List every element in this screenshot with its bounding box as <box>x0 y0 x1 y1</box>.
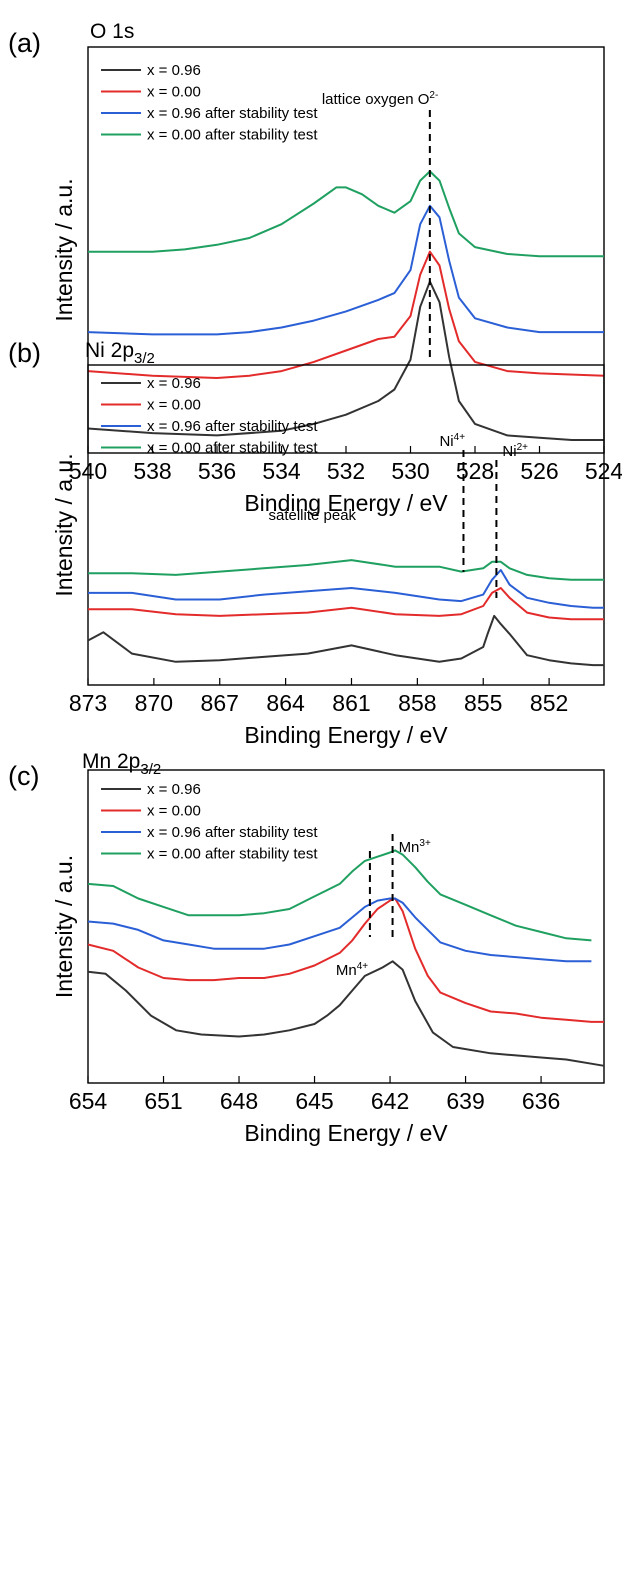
panel-c: 654 651 648 645 642 639 636 Binding Energy / eV… <box>8 750 605 1146</box>
annotation-label: satellite peak <box>269 507 357 524</box>
series-line-0 <box>87 960 605 1067</box>
legend-entry: x = 0.96 after stability test <box>147 418 318 435</box>
legend-entry: x = 0.00 <box>147 803 201 820</box>
panel-label: (c) <box>8 761 39 791</box>
series-line-3 <box>88 559 604 581</box>
series-line-3 <box>88 170 604 258</box>
series-line-2 <box>87 897 592 963</box>
x-tick-label: 534 <box>262 458 301 484</box>
x-tick-label: 861 <box>332 690 370 716</box>
x-tick-label: 864 <box>266 690 305 716</box>
series-line-2 <box>88 569 604 609</box>
y-axis-title: Intensity / a.u. <box>51 855 77 998</box>
series-line-0 <box>87 280 604 441</box>
x-tick-label: 536 <box>198 458 236 484</box>
legend-entry: x = 0.96 <box>147 375 201 392</box>
legend-entry: x = 0.00 <box>147 397 201 414</box>
y-axis-title: Intensity / a.u. <box>51 453 77 596</box>
element-label: Mn 2p3/2 <box>82 750 161 778</box>
series-line-1 <box>88 587 604 621</box>
x-tick-label: 636 <box>522 1088 560 1114</box>
element-label: Ni 2p3/2 <box>85 339 155 367</box>
annotation-label: Ni2+ <box>502 442 528 460</box>
panel-label: (b) <box>8 338 41 368</box>
x-tick-label: 855 <box>464 690 502 716</box>
x-tick-label: 532 <box>327 458 365 484</box>
legend-entry: x = 0.00 after stability test <box>147 440 318 457</box>
legend-entry: x = 0.00 after stability test <box>147 127 318 144</box>
panel-label: (a) <box>8 28 41 58</box>
x-axis-title: Binding Energy / eV <box>244 1120 448 1146</box>
annotation-label: Mn4+ <box>336 961 368 979</box>
x-tick-label: 852 <box>530 690 568 716</box>
annotation-label: Mn3+ <box>399 838 431 856</box>
x-tick-label: 538 <box>133 458 171 484</box>
x-tick-label: 530 <box>391 458 429 484</box>
x-tick-label: 639 <box>446 1088 484 1114</box>
x-tick-label: 651 <box>144 1088 182 1114</box>
legend-entry: x = 0.96 after stability test <box>147 824 318 841</box>
series-line-0 <box>87 614 604 667</box>
series-line-1 <box>87 250 605 379</box>
legend-entry: x = 0.96 <box>147 62 201 79</box>
series-line-3 <box>87 849 592 942</box>
annotation-label: lattice oxygen O2- <box>322 90 438 108</box>
plot-frame <box>87 364 605 686</box>
x-tick-label: 528 <box>456 458 494 484</box>
x-axis-title: Binding Energy / eV <box>244 490 448 516</box>
x-axis-title: Binding Energy / eV <box>244 722 448 748</box>
y-axis-title: Intensity / a.u. <box>51 178 77 321</box>
legend-entry: x = 0.00 after stability test <box>147 846 318 863</box>
x-tick-label: 654 <box>69 1088 108 1114</box>
x-tick-label: 642 <box>371 1088 409 1114</box>
legend-entry: x = 0.96 after stability test <box>147 105 318 122</box>
legend-entry: x = 0.96 <box>147 781 201 798</box>
series-line-2 <box>87 204 604 336</box>
legend-entry: x = 0.00 <box>147 84 201 101</box>
annotation-label: Ni4+ <box>439 432 465 450</box>
series-line-1 <box>87 897 604 1023</box>
x-tick-label: 873 <box>69 690 107 716</box>
plot-frame <box>87 769 605 1084</box>
x-tick-label: 526 <box>520 458 558 484</box>
element-label: O 1s <box>90 20 134 43</box>
x-tick-label: 867 <box>201 690 239 716</box>
x-tick-label: 858 <box>398 690 436 716</box>
x-tick-label: 648 <box>220 1088 258 1114</box>
x-tick-label: 870 <box>135 690 173 716</box>
x-tick-label: 645 <box>295 1088 333 1114</box>
panel-b: 873 870 867 864 861 858 855 852 Binding Energy /… <box>8 338 605 748</box>
